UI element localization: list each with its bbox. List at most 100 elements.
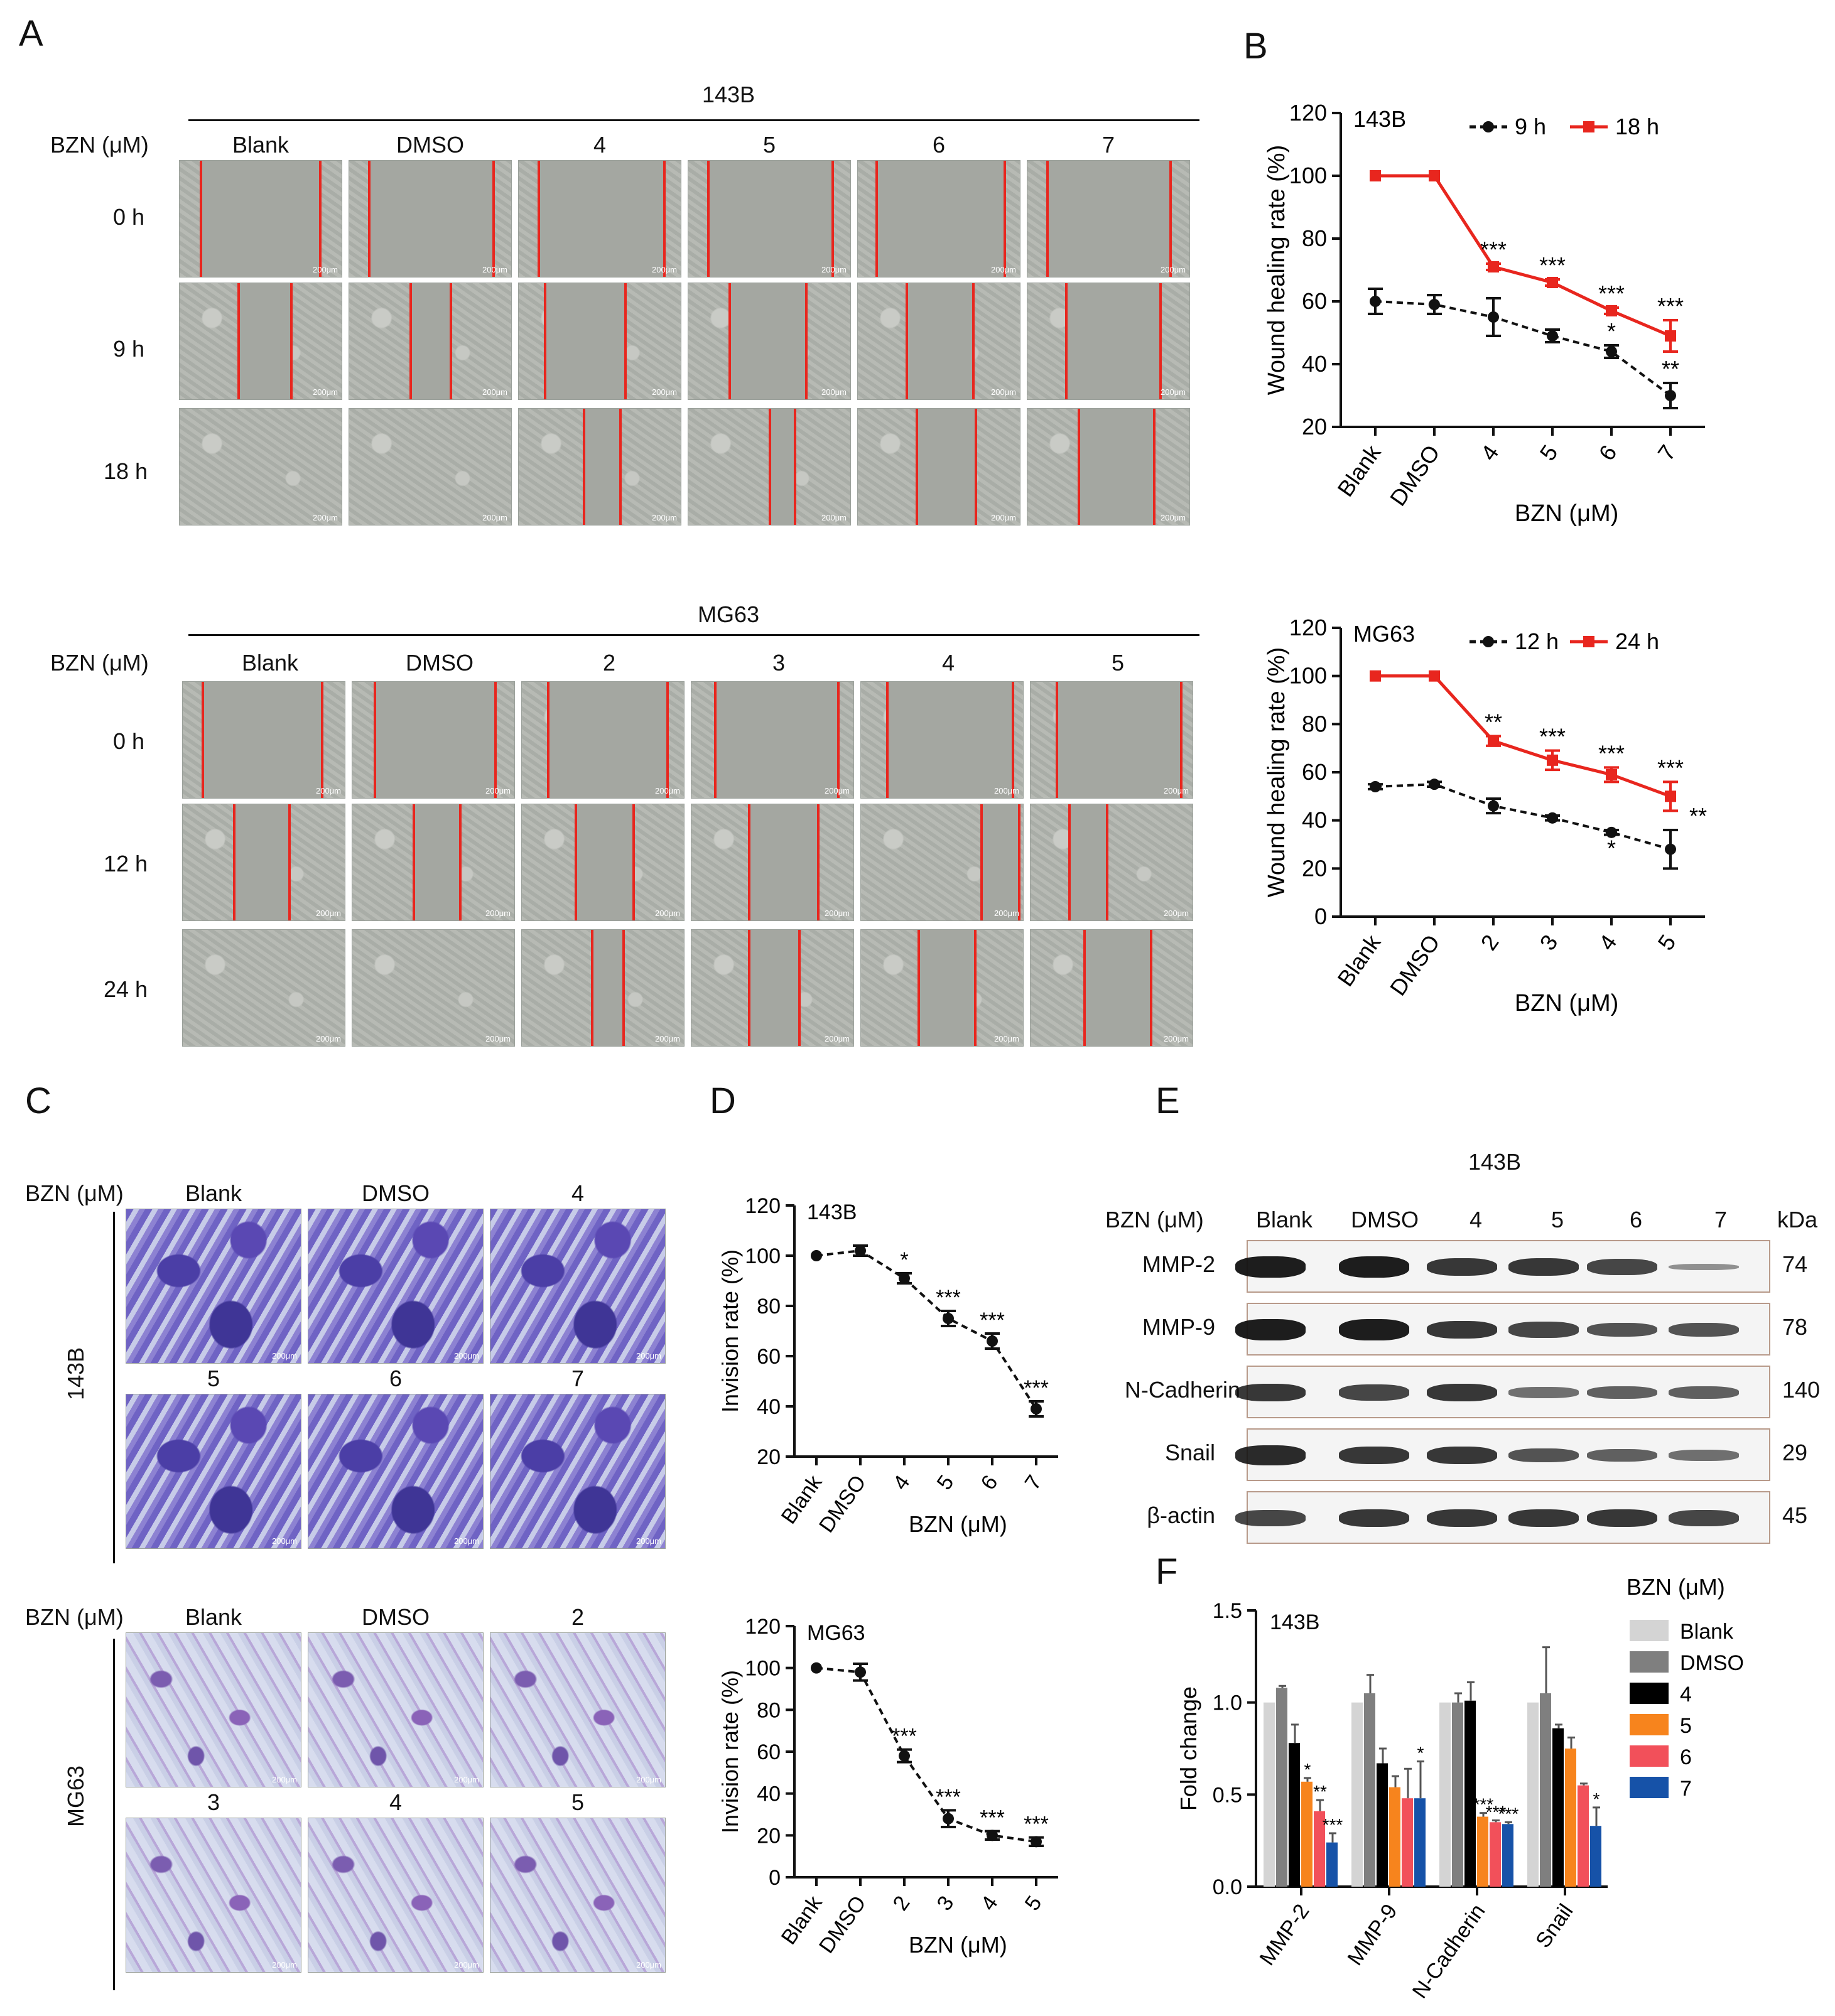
protein-band [1587, 1322, 1657, 1337]
series-line [1375, 300, 1672, 397]
y-tick-label: 20 [1302, 414, 1327, 439]
bar [1502, 1824, 1513, 1887]
group-rule [113, 1639, 115, 1990]
wound-micrograph: 200μm [349, 283, 512, 400]
wound-gap [200, 161, 319, 277]
y-tick-label: 100 [1289, 663, 1327, 689]
protein-label: Snail [1164, 1440, 1215, 1465]
wound-edge-line [319, 161, 322, 277]
wound-gap [409, 283, 450, 399]
col-header: 6 [389, 1366, 403, 1391]
y-tick-label: 40 [757, 1395, 781, 1419]
lane-label: Blank [1255, 1207, 1313, 1232]
y-tick-label: 0.0 [1213, 1875, 1242, 1899]
data-point [1370, 296, 1381, 307]
wound-edge-line [837, 682, 840, 798]
wound-edge-line [368, 161, 371, 277]
wound-edge-line [666, 682, 669, 798]
scale-bar: 200μm [271, 1536, 297, 1546]
col-header: Blank [185, 1604, 242, 1630]
scale-bar: 200μm [993, 786, 1019, 795]
protein-band [1235, 1510, 1306, 1526]
data-point [1665, 390, 1676, 401]
data-point [1370, 781, 1381, 792]
bar [1276, 1688, 1287, 1887]
cell-line-label: MG63 [63, 1765, 89, 1827]
legend-label: 7 [1680, 1777, 1692, 1801]
scale-bar: 200μm [482, 265, 507, 274]
x-tick-label: Blank [1332, 929, 1386, 991]
bar [1389, 1787, 1400, 1887]
wound-edge-line [972, 283, 975, 399]
legend-label: 12 h [1515, 628, 1559, 654]
wound-micrograph: 200μm [518, 160, 681, 278]
data-point [943, 1813, 954, 1825]
wound-micrograph: 200μm [691, 929, 854, 1047]
scale-bar: 200μm [1160, 513, 1186, 522]
inset-label: 143B [807, 1200, 857, 1224]
data-point [1429, 170, 1440, 181]
wound-micrograph: 200μm [860, 681, 1024, 799]
bar [1439, 1702, 1451, 1887]
y-tick-label: 120 [1289, 615, 1327, 640]
transwell-micrograph: 200μm [126, 1818, 301, 1973]
inset-label: 143B [1270, 1610, 1319, 1634]
wound-micrograph: 200μm [182, 929, 345, 1047]
col-header: 4 [593, 132, 607, 158]
col-header: DMSO [362, 1604, 430, 1630]
y-tick-label: 100 [1289, 163, 1327, 188]
y-tick-label: 20 [757, 1824, 781, 1848]
wound-edge-line [494, 682, 497, 798]
transwell-micrograph: 200μm [308, 1818, 484, 1973]
scale-bar: 200μm [1160, 265, 1186, 274]
bar [1351, 1702, 1363, 1887]
wound-micrograph: 200μm [1030, 681, 1193, 799]
wound-edge-line [714, 682, 717, 798]
wound-edge-line [547, 682, 549, 798]
row-header: BZN (μM) [1105, 1207, 1204, 1232]
scale-bar: 200μm [824, 1034, 850, 1043]
scale-bar: 200μm [315, 1034, 341, 1043]
wound-edge-line [237, 283, 240, 399]
wound-micrograph: 200μm [349, 160, 512, 278]
col-header: 5 [1111, 650, 1125, 676]
significance-label: *** [980, 1806, 1005, 1830]
data-point [899, 1750, 910, 1762]
wound-gap [714, 682, 837, 798]
legend-label: 4 [1680, 1683, 1692, 1706]
wound-edge-line [1106, 804, 1108, 920]
data-point [1547, 330, 1558, 342]
wound-edge-line [632, 804, 635, 920]
data-point [1547, 812, 1558, 824]
data-point [1606, 826, 1617, 838]
scale-bar: 200μm [990, 513, 1016, 522]
y-tick-label: 60 [757, 1740, 781, 1764]
significance-label: * [1593, 1789, 1600, 1809]
significance-label: * [1607, 836, 1616, 861]
x-tick-label: DMSO [1385, 930, 1445, 1000]
data-point [855, 1245, 866, 1256]
col-header: DMSO [396, 132, 464, 158]
legend-label: 6 [1680, 1745, 1692, 1769]
scale-bar: 200μm [993, 1034, 1019, 1043]
y-tick-label: 80 [757, 1698, 781, 1722]
scale-bar: 200μm [654, 786, 680, 795]
x-tick-label: 2 [889, 1892, 915, 1915]
significance-label: *** [1024, 1376, 1049, 1400]
wound-gap [374, 682, 494, 798]
wound-gap [538, 161, 663, 277]
col-header: DMSO [362, 1180, 430, 1206]
protein-band [1508, 1387, 1579, 1398]
y-tick-label: 120 [1289, 100, 1327, 126]
cell-line-title: 143B [1468, 1149, 1522, 1175]
significance-label: * [1304, 1760, 1311, 1779]
data-point [1606, 768, 1617, 780]
row-header: BZN (μM) [25, 1604, 124, 1630]
scale-bar: 200μm [824, 908, 850, 918]
data-point [1547, 277, 1558, 288]
y-tick-label: 0 [769, 1866, 781, 1890]
y-axis-label: Wound healing rate (%) [1264, 145, 1290, 396]
wound-micrograph: 200μm [179, 408, 342, 526]
series-line [816, 1249, 1037, 1410]
